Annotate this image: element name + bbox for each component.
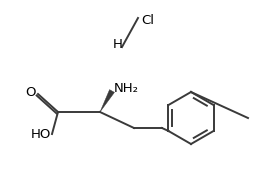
Polygon shape bbox=[100, 90, 114, 112]
Text: O: O bbox=[26, 86, 36, 100]
Text: Cl: Cl bbox=[141, 13, 154, 26]
Text: H: H bbox=[113, 38, 123, 52]
Text: HO: HO bbox=[31, 128, 51, 141]
Text: NH₂: NH₂ bbox=[114, 82, 139, 95]
